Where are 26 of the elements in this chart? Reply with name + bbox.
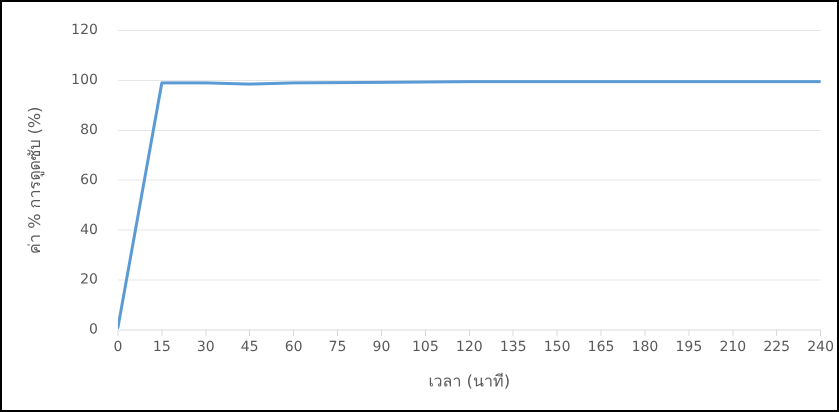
x-tick-label: 90 <box>372 339 390 356</box>
x-tick-label: 150 <box>544 339 570 356</box>
x-tick-label: 120 <box>456 339 483 356</box>
x-tick-label: 240 <box>807 339 834 356</box>
y-tick-label: 60 <box>80 172 98 188</box>
y-tick-label: 20 <box>80 272 98 288</box>
y-tick-label: 40 <box>80 222 98 238</box>
x-tick-label: 0 <box>113 339 122 356</box>
x-tick-label: 30 <box>196 339 215 356</box>
x-tick-label: 105 <box>412 339 439 356</box>
x-tick-label: 195 <box>676 339 702 356</box>
x-tick-label: 165 <box>588 339 614 356</box>
x-tick-label: 45 <box>240 339 259 356</box>
y-axis-title: ค่า % การดูดซับ (%) <box>24 106 45 254</box>
x-axis-title: เวลา (นาที) <box>428 372 510 391</box>
x-tick-label: 60 <box>284 339 303 356</box>
y-tick-label: 80 <box>80 122 98 138</box>
x-tick-label: 135 <box>500 339 527 356</box>
x-tick-label: 75 <box>328 339 346 356</box>
x-tick-label: 15 <box>152 339 171 356</box>
y-tick-label: 0 <box>89 322 98 338</box>
y-tick-label: 120 <box>71 22 98 38</box>
x-tick-label: 180 <box>632 339 658 356</box>
y-tick-label: 100 <box>71 72 98 88</box>
x-tick-label: 210 <box>719 339 746 356</box>
x-tick-label: 225 <box>763 339 790 356</box>
